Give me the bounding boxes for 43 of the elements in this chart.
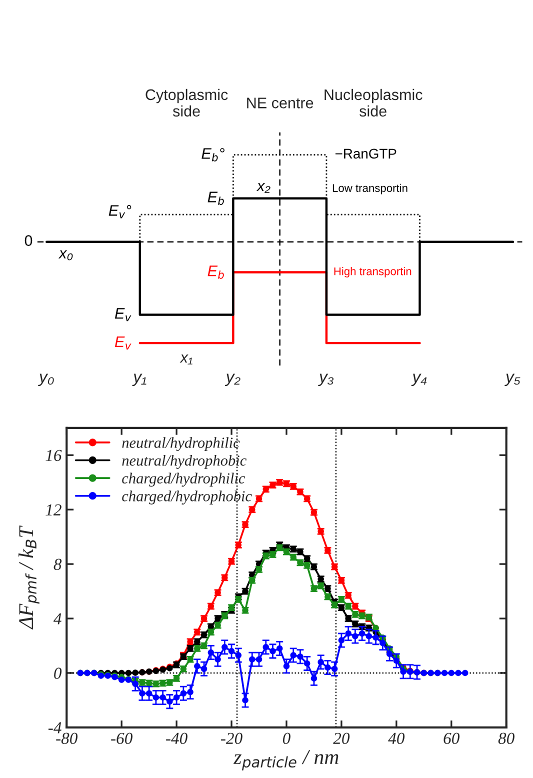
x-tick-label: y₂ bbox=[224, 374, 240, 386]
x-tick-label: -20 bbox=[221, 732, 242, 744]
text: Nucleoplasmic side bbox=[324, 88, 422, 117]
annotation: x₂ bbox=[256, 182, 270, 193]
y-tick-label: 8 bbox=[54, 558, 62, 570]
x-tick-label: y₃ bbox=[318, 374, 334, 386]
y-axis-title: ΔF$_{pmf}$/ k$_{B}$T bbox=[18, 525, 40, 630]
series-label: Low transportin bbox=[332, 184, 408, 194]
annotation: E$_{b}$ bbox=[208, 266, 224, 279]
y-tick-label: 12 bbox=[46, 504, 62, 516]
legend-label: neutral/hydrophobic bbox=[122, 454, 246, 469]
legend-label: neutral/hydrophilic bbox=[122, 437, 240, 452]
x-tick-label: y₁ bbox=[132, 374, 146, 386]
text: x₁ bbox=[180, 354, 192, 364]
x-tick-label: 80 bbox=[498, 732, 514, 744]
annotation: E$_{b}$° bbox=[202, 148, 224, 162]
annotation: 0 bbox=[24, 235, 32, 246]
text: Cytoplasmic side bbox=[146, 88, 228, 117]
x-tick-label: y₀ bbox=[38, 374, 54, 386]
x-tick-label: 0 bbox=[282, 732, 290, 744]
x-tick-label: 60 bbox=[444, 732, 460, 744]
x-tick-label: y₄ bbox=[411, 374, 427, 386]
y-tick-label: -4 bbox=[48, 722, 62, 734]
x-tick-label: 20 bbox=[333, 732, 350, 744]
x-tick-label: -40 bbox=[166, 732, 188, 744]
annotation: x₀ bbox=[58, 250, 73, 260]
x-tick-label: -60 bbox=[111, 732, 132, 744]
y-tick-label: 4 bbox=[53, 613, 62, 624]
series-label: −RanGTP bbox=[335, 148, 396, 159]
legend-label: charged/hydrophobic bbox=[122, 490, 252, 504]
x-tick-label: y₅ bbox=[504, 374, 520, 386]
y-tick-label: 0 bbox=[54, 668, 62, 679]
y-tick-label: 16 bbox=[46, 450, 62, 462]
legend-label: charged/hydrophilic bbox=[122, 472, 246, 487]
text: NE centre bbox=[247, 98, 314, 108]
series-label: High transportin bbox=[334, 267, 412, 278]
annotation: E$_{v}$ bbox=[114, 336, 132, 350]
x-tick-label: -80 bbox=[56, 732, 78, 744]
x-axis-title: z$_{particle}$ / nm bbox=[233, 750, 338, 770]
annotation: E$_{v}$° bbox=[108, 205, 132, 218]
x-tick-label: 40 bbox=[388, 732, 405, 744]
annotation: E$_{b}$ bbox=[208, 192, 224, 205]
annotation: E$_{v}$ bbox=[114, 308, 132, 322]
